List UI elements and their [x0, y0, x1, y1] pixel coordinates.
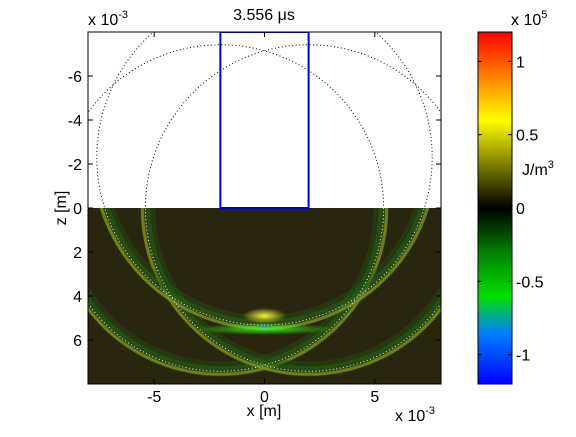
y-tick-label: 0 [73, 201, 82, 218]
y-tick-label: -2 [68, 157, 82, 174]
colorbar-ticks: -1 -0.5 0 0.5 1 [478, 54, 544, 365]
colorbar-label: J/m3 [522, 159, 554, 179]
wavefront-circle-lower-0 [88, 208, 385, 372]
hotspot-2 [194, 323, 335, 335]
x-tick-label: 0 [260, 389, 269, 406]
wavefront-circles [88, 32, 441, 372]
wavefront-circle-lower-2 [104, 208, 425, 326]
y-axis-ticks: -6 -4 -2 0 2 4 6 [68, 69, 441, 350]
y-tick-label: -4 [68, 113, 82, 130]
chart-title: 3.556 μs [233, 7, 295, 24]
plot-area [88, 32, 441, 384]
colorbar: -1 -0.5 0 0.5 1 x 105 J/m3 [477, 9, 554, 385]
y-tick-label: 6 [73, 333, 82, 350]
wave-band-outer-0 [88, 208, 389, 376]
transducer-rectangle [219, 32, 310, 209]
colorbar-tick-label: 0.5 [516, 128, 538, 145]
y-tick-label: 4 [73, 289, 82, 306]
upper-region [88, 32, 441, 208]
colorbar-gradient [477, 31, 513, 385]
x-axis-ticks: -5 0 5 [147, 32, 379, 406]
wave-band-inner-0 [88, 208, 382, 370]
colorbar-tick-label: 1 [516, 54, 525, 71]
x-tick-label: -5 [147, 389, 161, 406]
colorbar-tick-label: -0.5 [516, 274, 544, 291]
colorbar-tick-label: -1 [516, 348, 530, 365]
x-tick-label: 5 [370, 389, 379, 406]
wave-band-outer-1 [140, 208, 441, 376]
x-axis-label: x [m] [247, 403, 282, 420]
y-tick-label: -6 [68, 69, 82, 86]
wavefront-circle-lower-1 [144, 208, 441, 372]
y-axis-label: z [m] [53, 191, 70, 226]
colorbar-tick-label: 0 [516, 201, 525, 218]
colorbar-multiplier: x 105 [511, 9, 547, 29]
wave-band-inner-1 [147, 208, 441, 370]
y-tick-label: 2 [73, 245, 82, 262]
x-axis-multiplier: x 10-3 [395, 405, 435, 425]
hotspot-0 [242, 307, 287, 324]
y-axis-multiplier: x 10-3 [88, 9, 128, 29]
